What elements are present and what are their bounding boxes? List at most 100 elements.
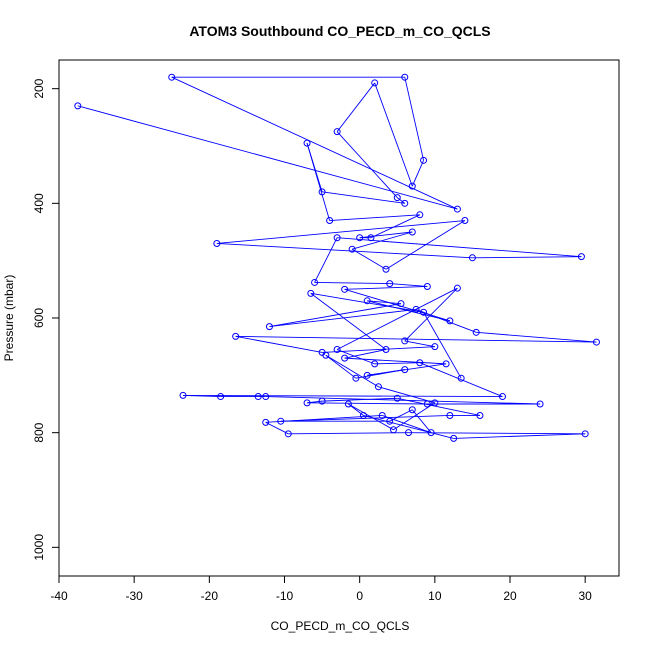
data-point [277,417,285,425]
series-line-segment [352,231,413,250]
data-point [450,434,458,442]
data-point [416,211,424,219]
series-line-segment [389,283,428,287]
data-point [363,297,371,305]
data-point [442,360,450,368]
series-line-segment [77,105,458,210]
data-point [265,323,273,331]
data-point [461,217,469,225]
series-line-segment [336,287,458,350]
data-point [341,285,349,293]
series-line-segment [336,349,375,365]
data-point [536,400,544,408]
series-line-segment [307,402,428,405]
data-point [303,139,311,147]
chart-title: ATOM3 Southbound CO_PECD_m_CO_QCLS [189,23,490,39]
series-line-segment [363,415,454,439]
data-point [405,429,413,437]
series-line-segment [472,256,582,259]
data-point [333,128,341,136]
data-point [397,300,405,308]
data-point [468,254,476,262]
series-line-segment [378,386,435,404]
x-tick-label: 10 [428,589,442,603]
series-line-segment [265,421,289,435]
data-point [592,338,600,346]
data-point [382,265,390,273]
data-point [453,284,461,292]
data-point [217,393,225,401]
data-point [401,366,409,374]
series-line-segment [419,362,503,397]
data-point [378,411,386,419]
data-point [326,217,334,225]
series-line-segment [404,287,458,342]
series-line-segment [269,308,417,328]
series-line-segment [374,82,413,187]
data-point [423,282,431,290]
data-point [254,393,262,401]
y-tick-label: 800 [32,422,46,442]
data-point [318,397,326,405]
series-line-segment [344,286,428,290]
data-point [363,371,371,379]
y-tick-label: 400 [32,193,46,213]
series-line-segment [325,354,357,379]
data-point [401,199,409,207]
data-point [416,359,424,367]
series-line-segment [367,363,447,376]
series-line-segment [288,432,409,435]
x-tick-label: -40 [50,589,68,603]
data-point [408,406,416,414]
x-axis-label: CO_PECD_m_CO_QCLS [271,619,410,633]
data-point [393,394,401,402]
data-point [322,351,330,359]
x-tick-label: -30 [125,589,143,603]
series-line-segment [404,340,435,348]
x-tick-label: -10 [276,589,294,603]
data-point [431,343,439,351]
series-line-segment [235,335,597,343]
series-line-segment [269,303,402,328]
data-point [311,278,319,286]
plot-frame [58,59,620,577]
series-line-segment [216,243,473,259]
y-tick-label: 200 [32,78,46,98]
data-point [262,393,270,401]
data-point [401,73,409,81]
data-point [74,102,82,110]
data-point [389,426,397,434]
data-point [374,383,382,391]
x-tick-label: -20 [201,589,219,603]
series-line-segment [370,214,420,239]
data-point [232,332,240,340]
data-point [457,374,465,382]
data-point [382,346,390,354]
data-point [408,182,416,190]
data-point [341,354,349,362]
data-point [307,289,315,297]
data-point [498,393,506,401]
y-tick-label: 1000 [32,534,46,561]
data-point [446,317,454,325]
series-line-segment [336,131,398,198]
data-point [284,430,292,438]
data-point [401,337,409,345]
data-point [408,228,416,236]
series-line-segment [348,403,394,431]
data-point [431,399,439,407]
series-line-segment [306,143,331,221]
data-point [420,308,428,316]
series-line-segment [310,292,424,313]
series-line-segment [367,300,402,305]
data-point [420,156,428,164]
series-line-segment [408,432,586,435]
data-point [577,253,585,261]
y-axis-label: Pressure (mbar) [2,275,16,362]
series-line-segment [216,220,465,244]
data-point [371,360,379,368]
series-line-segment [411,409,432,433]
series-line-segment [322,397,398,402]
series-line-segment [404,77,425,161]
